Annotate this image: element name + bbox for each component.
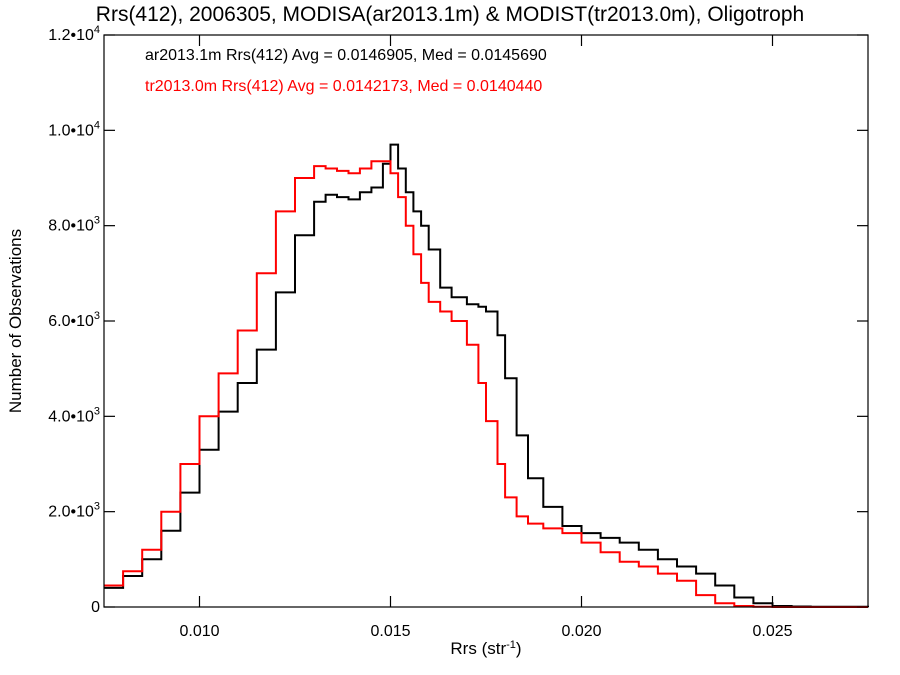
series-line-tr2013.0m bbox=[104, 160, 868, 608]
plot-frame bbox=[103, 34, 869, 608]
x-axis-label: Rrs (str-1) bbox=[450, 639, 521, 658]
legend-series-ar2013: ar2013.1m Rrs(412) Avg = 0.0146905, Med … bbox=[145, 47, 547, 64]
y-axis-label: Number of Observations bbox=[6, 229, 25, 413]
chart-title: Rrs(412), 2006305, MODISA(ar2013.1m) & M… bbox=[96, 3, 804, 26]
ticks-group: 0.010 0.015 0.020 0.025 0 2.0•103 4.0•103 6.0•1… bbox=[48, 24, 868, 640]
legend-series-tr2013: tr2013.0m Rrs(412) Avg = 0.0142173, Med … bbox=[145, 78, 542, 95]
y-tick-label: 2.0•103 bbox=[48, 501, 100, 521]
y-tick-label: 1.2•104 bbox=[48, 24, 100, 44]
series-line-ar2013.1m bbox=[104, 143, 869, 608]
y-tick-label: 0 bbox=[91, 599, 100, 616]
y-tick-label: 8.0•103 bbox=[48, 215, 100, 235]
series-group bbox=[104, 143, 869, 608]
x-tick-label: 0.020 bbox=[561, 623, 601, 640]
x-tick-label: 0.025 bbox=[752, 623, 792, 640]
y-tick-label: 6.0•103 bbox=[48, 310, 100, 330]
x-tick-label: 0.010 bbox=[179, 623, 219, 640]
y-tick-label: 1.0•104 bbox=[48, 119, 100, 139]
y-tick-label: 4.0•103 bbox=[48, 405, 100, 425]
x-tick-label: 0.015 bbox=[370, 623, 410, 640]
